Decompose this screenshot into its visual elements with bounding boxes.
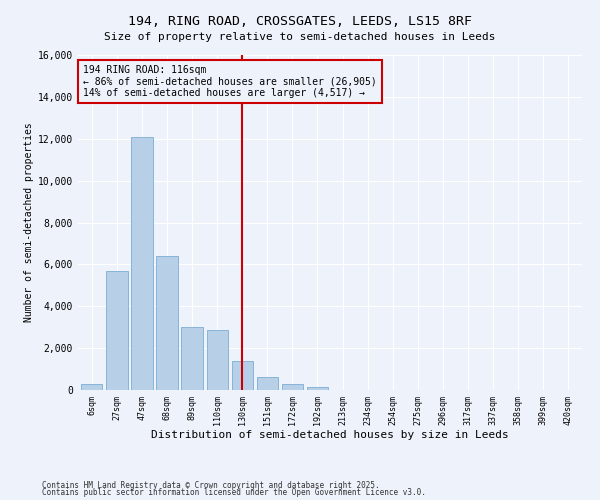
Bar <box>282 384 303 390</box>
Bar <box>232 360 253 390</box>
Text: 194, RING ROAD, CROSSGATES, LEEDS, LS15 8RF: 194, RING ROAD, CROSSGATES, LEEDS, LS15 … <box>128 15 472 28</box>
X-axis label: Distribution of semi-detached houses by size in Leeds: Distribution of semi-detached houses by … <box>151 430 509 440</box>
Text: Contains public sector information licensed under the Open Government Licence v3: Contains public sector information licen… <box>42 488 426 497</box>
Bar <box>81 384 103 390</box>
Y-axis label: Number of semi-detached properties: Number of semi-detached properties <box>24 122 34 322</box>
Bar <box>157 256 178 390</box>
Bar <box>131 136 152 390</box>
Bar <box>257 378 278 390</box>
Bar <box>106 270 128 390</box>
Bar <box>307 388 328 390</box>
Text: Size of property relative to semi-detached houses in Leeds: Size of property relative to semi-detach… <box>104 32 496 42</box>
Bar <box>181 327 203 390</box>
Text: Contains HM Land Registry data © Crown copyright and database right 2025.: Contains HM Land Registry data © Crown c… <box>42 480 380 490</box>
Bar <box>206 330 228 390</box>
Text: 194 RING ROAD: 116sqm
← 86% of semi-detached houses are smaller (26,905)
14% of : 194 RING ROAD: 116sqm ← 86% of semi-deta… <box>83 65 377 98</box>
